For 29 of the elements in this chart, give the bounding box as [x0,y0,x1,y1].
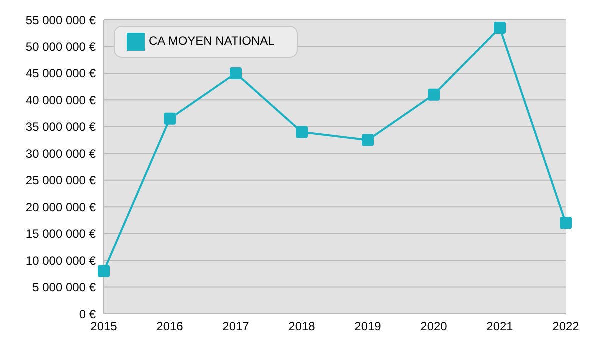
y-tick-label: 15 000 000 € [26,227,96,242]
y-tick-label: 55 000 000 € [26,13,96,28]
x-tick-label: 2020 [420,320,448,334]
point [98,265,110,278]
y-tick-label: 30 000 000 € [26,146,96,161]
point [230,67,242,80]
y-tick-label: 40 000 000 € [26,93,96,108]
y-tick-label: 25 000 000 € [26,174,96,188]
y-tick-label: 0 € [79,307,96,322]
y-tick-label: 50 000 000 € [26,40,96,54]
x-tick-label: 2016 [156,320,184,334]
x-tick-label: 2021 [486,320,514,334]
x-tick-label: 2018 [288,320,316,334]
legend-label: CA MOYEN NATIONAL [149,34,275,48]
x-tick-label: 2019 [354,320,382,334]
point [428,88,440,101]
point [164,112,176,125]
y-tick-label: 10 000 000 € [26,254,96,268]
y-tick-label: 45 000 000 € [26,66,96,81]
x-tick-label: 2022 [552,320,580,334]
y-tick-label: 20 000 000 € [26,200,96,214]
y-tick-label: 5 000 000 € [32,280,96,295]
y-tick-label: 35 000 000 € [26,120,96,134]
x-tick-label: 2015 [90,320,118,334]
x-tick-label: 2017 [222,320,250,334]
point [494,22,506,34]
point [296,126,308,138]
point [362,134,374,146]
point [560,217,572,230]
